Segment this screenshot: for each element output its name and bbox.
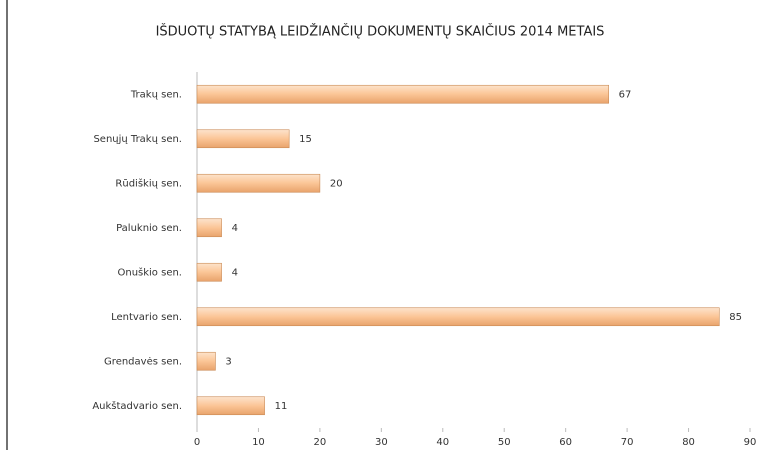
y-tick-label: Lentvario sen.	[111, 312, 182, 323]
data-label: 85	[729, 312, 742, 323]
x-tick-label: 10	[252, 437, 265, 448]
y-tick-label: Rūdiškių sen.	[115, 177, 182, 189]
y-tick-label: Trakų sen.	[130, 89, 182, 100]
y-tick-label: Senųjų Trakų sen.	[93, 134, 182, 145]
bar	[196, 396, 265, 416]
y-tick-label: Aukštadvario sen.	[92, 400, 182, 412]
y-tick-label: Onuškio sen.	[117, 266, 182, 278]
data-label: 3	[225, 356, 231, 367]
data-label: 67	[619, 89, 632, 100]
bar	[196, 218, 222, 238]
x-tick-label: 60	[559, 437, 572, 448]
bar	[196, 307, 720, 327]
x-tick-label: 80	[682, 437, 695, 448]
bar	[196, 173, 321, 193]
chart-title: IŠDUOTŲ STATYBĄ LEIDŽIANČIŲ DOKUMENTŲ SK…	[156, 24, 605, 40]
x-tick-label: 90	[744, 437, 757, 448]
data-label: 4	[232, 223, 238, 234]
bar	[196, 351, 216, 371]
y-tick-label: Paluknio sen.	[116, 223, 182, 234]
x-tick-label: 50	[498, 437, 511, 448]
bar	[196, 129, 290, 149]
data-label: 11	[275, 401, 288, 412]
x-tick-label: 0	[194, 437, 200, 448]
bar	[196, 84, 609, 104]
x-tick-label: 40	[436, 437, 449, 448]
y-tick-label: Grendavės sen.	[104, 356, 182, 367]
data-label: 4	[232, 267, 238, 278]
x-tick-label: 70	[621, 437, 634, 448]
data-label: 15	[299, 134, 312, 145]
bar	[196, 262, 222, 282]
data-label: 20	[330, 178, 343, 189]
x-tick-label: 20	[314, 437, 327, 448]
x-tick-label: 30	[375, 437, 388, 448]
